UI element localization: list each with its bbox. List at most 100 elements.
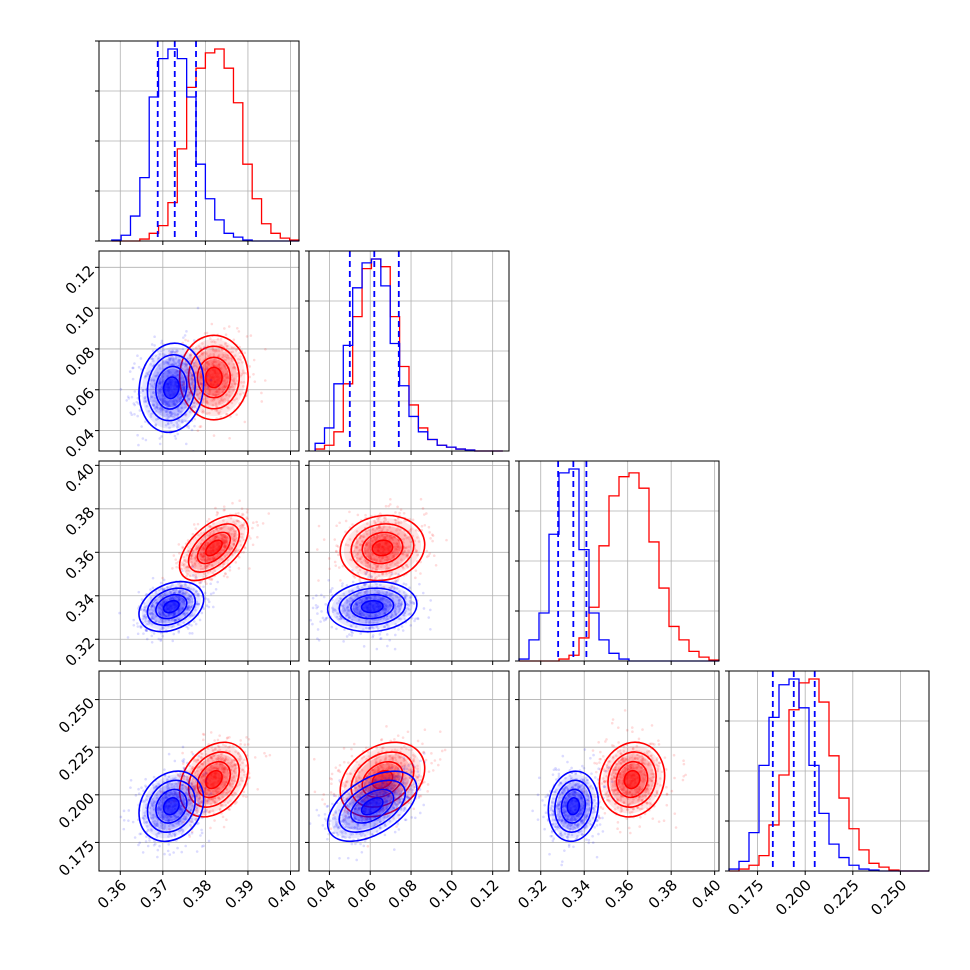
contour-red <box>196 356 232 399</box>
panel-frame <box>308 670 510 872</box>
contour-blue <box>146 353 197 422</box>
contour-blue <box>350 593 395 620</box>
x-tick-label: 0.39 <box>221 876 257 912</box>
y-tick-label: 0.32 <box>62 634 98 670</box>
density-red <box>373 540 392 556</box>
contour-red <box>371 539 394 557</box>
panel-frame <box>308 250 510 452</box>
x-tick-label: 0.37 <box>136 876 172 912</box>
contour-blue <box>326 580 418 633</box>
histogram-blue <box>518 468 719 662</box>
y-tick-label: 0.250 <box>55 694 98 737</box>
scatter-panel-3-1: 0.04 0.06 0.08 0.10 0.12 <box>303 670 510 912</box>
contour-blue <box>138 580 205 633</box>
panel-frame <box>518 670 720 872</box>
contour-blue <box>155 788 188 824</box>
contour-red <box>361 531 404 565</box>
contour-blue <box>338 587 407 626</box>
y-tick-label: 0.08 <box>62 343 98 379</box>
x-tick-label: 0.36 <box>94 876 130 912</box>
contour-blue <box>146 779 197 833</box>
scatter-points-red <box>150 731 272 838</box>
density-blue <box>164 378 179 398</box>
histogram-panel-1 <box>305 250 510 455</box>
y-tick-label: 0.38 <box>62 503 98 539</box>
contour-red <box>204 769 223 790</box>
x-tick-label: 0.225 <box>820 876 863 919</box>
contour-blue <box>326 770 418 843</box>
contour-red <box>178 741 249 818</box>
contour-red <box>196 531 232 565</box>
x-tick-label: 0.10 <box>425 876 461 912</box>
contour-blue <box>138 342 205 434</box>
density-red <box>206 368 222 387</box>
panel-frame <box>98 460 300 662</box>
y-tick-label: 0.40 <box>62 460 98 496</box>
x-tick-label: 0.200 <box>772 876 815 919</box>
contour-red <box>187 523 241 573</box>
density-red <box>206 540 222 556</box>
y-tick-label: 0.06 <box>62 384 98 420</box>
density-red <box>624 771 640 788</box>
histogram-blue <box>728 678 929 872</box>
y-tick-label: 0.10 <box>62 302 98 338</box>
contour-blue <box>146 587 197 626</box>
contour-red <box>196 760 232 799</box>
contour-blue <box>162 797 180 816</box>
panel-frame <box>308 460 510 662</box>
histogram-red <box>111 48 300 242</box>
panel-frame <box>98 40 300 242</box>
y-tick-label: 0.175 <box>55 837 98 880</box>
contour-red <box>598 741 666 818</box>
contour-red <box>350 751 415 808</box>
x-tick-label: 0.40 <box>264 876 300 912</box>
contour-red <box>615 760 649 799</box>
histogram-panel-3: 0.175 0.200 0.225 0.250 <box>724 670 930 919</box>
contour-blue <box>554 779 593 833</box>
contour-blue <box>338 779 407 833</box>
histogram-red <box>729 678 929 872</box>
x-tick-label: 0.34 <box>558 876 594 912</box>
contour-blue <box>360 797 384 816</box>
contour-red <box>178 334 249 421</box>
density-blue <box>362 601 382 613</box>
histogram-panel-2 <box>515 460 720 665</box>
contour-red <box>178 514 249 582</box>
density-blue <box>164 798 179 814</box>
x-tick-label: 0.04 <box>303 876 339 912</box>
contour-blue <box>560 788 587 824</box>
scatter-panel-1-0: 0.04 0.06 0.08 0.10 0.12 <box>62 250 300 461</box>
contour-blue <box>138 770 205 843</box>
panel-frame <box>518 460 720 662</box>
y-tick-label: 0.12 <box>62 262 98 298</box>
contour-red <box>339 514 426 582</box>
y-tick-label: 0.04 <box>62 425 98 461</box>
x-tick-label: 0.06 <box>344 876 380 912</box>
x-tick-label: 0.38 <box>179 876 215 912</box>
contour-blue <box>162 376 180 400</box>
contour-blue <box>350 788 395 824</box>
x-tick-label: 0.32 <box>514 876 550 912</box>
density-red <box>206 771 222 788</box>
contour-blue <box>566 797 581 816</box>
histogram-red <box>519 472 720 662</box>
contour-red <box>607 751 657 808</box>
y-tick-label: 0.34 <box>62 590 98 626</box>
contour-blue <box>162 599 180 614</box>
panel-frame <box>98 250 300 452</box>
scatter-panel-2-0: 0.32 0.34 0.36 0.38 0.40 <box>62 460 300 670</box>
panel-frame <box>98 670 300 872</box>
contour-red <box>623 769 641 790</box>
panel-frame <box>728 670 930 872</box>
x-tick-label: 0.36 <box>601 876 637 912</box>
scatter-points-blue <box>119 745 213 859</box>
x-tick-label: 0.08 <box>385 876 421 912</box>
contour-red <box>350 523 415 573</box>
scatter-panel-2-1 <box>305 460 510 665</box>
x-tick-label: 0.40 <box>688 876 724 912</box>
density-blue <box>164 601 179 613</box>
contour-red <box>204 539 223 557</box>
density-red <box>373 771 392 788</box>
density-blue <box>567 798 579 814</box>
